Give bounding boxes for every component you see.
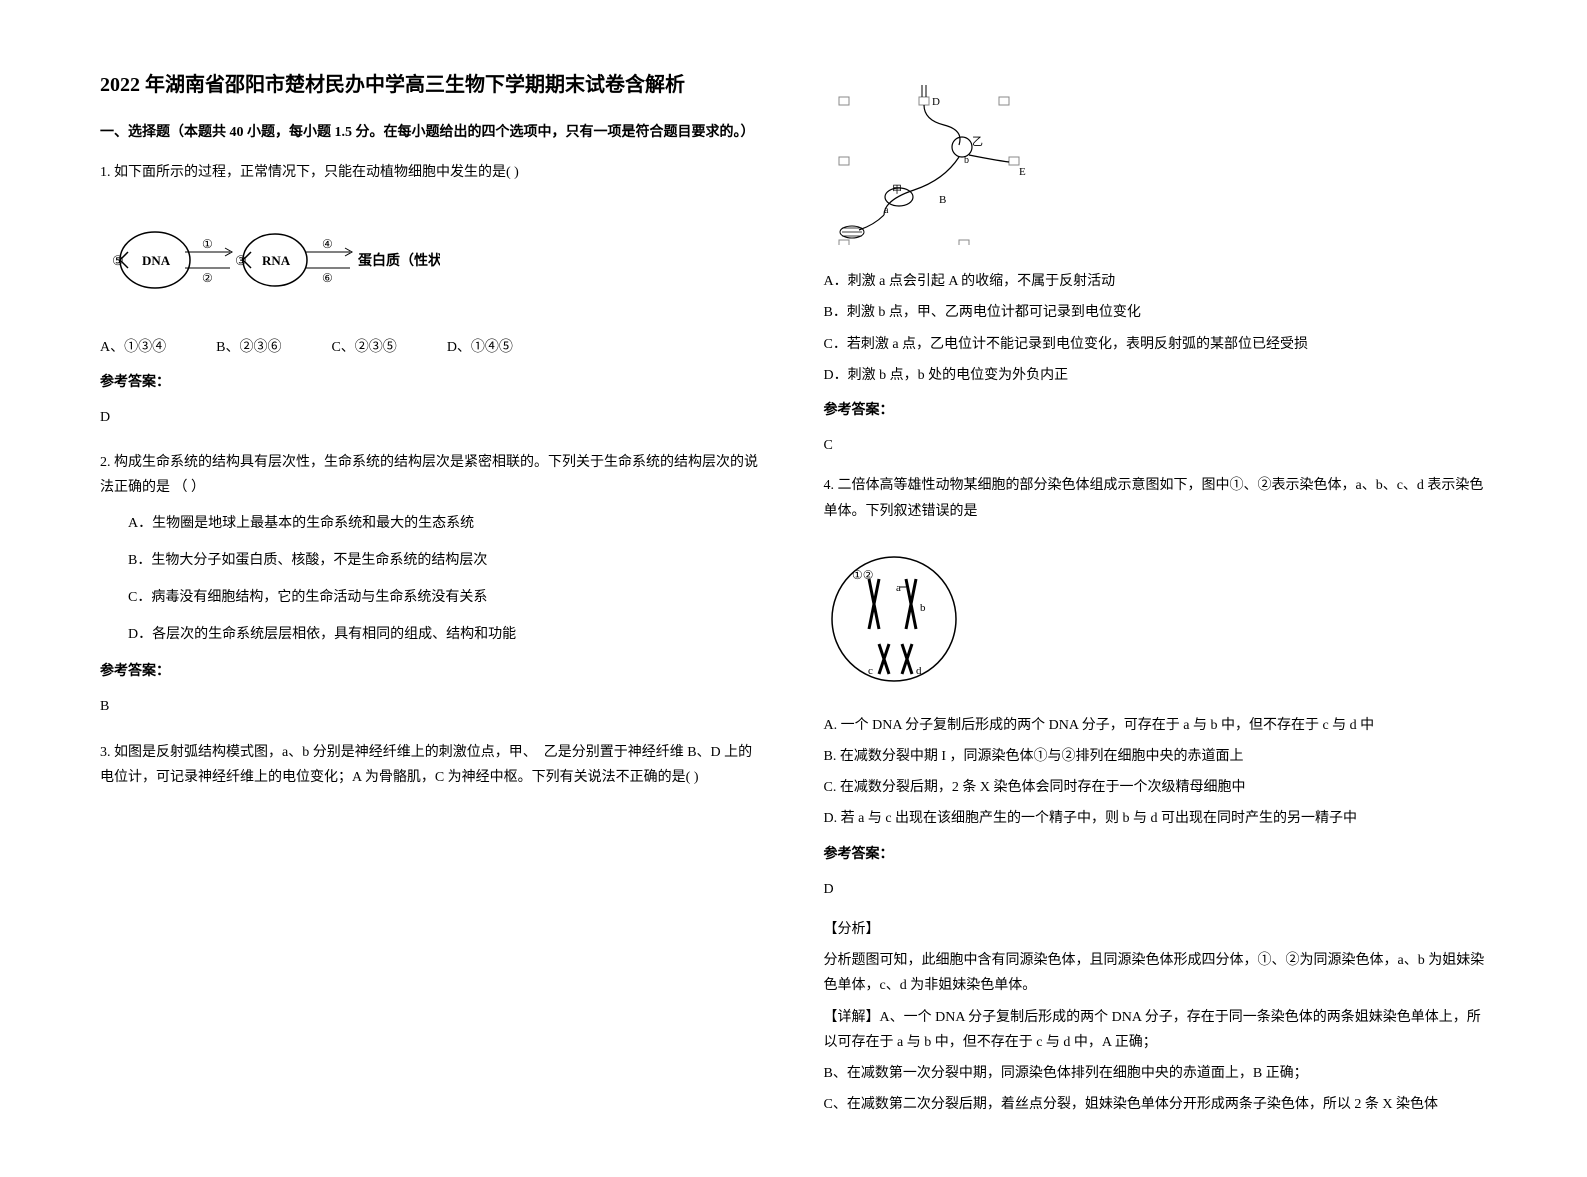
svg-text:b: b	[964, 155, 969, 166]
svg-text:⑥: ⑥	[322, 271, 333, 285]
q4-diagram: ①② a b c d	[824, 549, 964, 698]
question-2: 2. 构成生命系统的结构具有层次性，生命系统的结构层次是紧密相联的。下列关于生命…	[100, 450, 764, 720]
q3-optA: A．刺激 a 点会引起 A 的收缩，不属于反射活动	[824, 269, 1488, 294]
q1-optB: B、②③⑥	[216, 335, 281, 360]
svg-text:RNA: RNA	[262, 253, 291, 268]
q3-answer: C	[824, 433, 1488, 458]
svg-text:B: B	[939, 194, 946, 206]
reflex-arc-diagram: D 乙 b E 甲 a B	[824, 85, 1054, 245]
q1-text: 1. 如下面所示的过程，正常情况下，只能在动植物细胞中发生的是( )	[100, 160, 764, 185]
q4-optB: B. 在减数分裂中期 I ，同源染色体①与②排列在细胞中央的赤道面上	[824, 744, 1488, 769]
q3-text: 3. 如图是反射弧结构模式图，a、b 分别是神经纤维上的刺激位点，甲、 乙是分别…	[100, 740, 764, 790]
svg-text:d: d	[916, 665, 922, 677]
document-title: 2022 年湖南省邵阳市楚材民办中学高三生物下学期期末试卷含解析	[100, 70, 764, 100]
dna-rna-diagram: ⑤ DNA ① ② ③ RNA ④ ⑥ 蛋白质（性状）	[100, 210, 440, 310]
question-1: 1. 如下面所示的过程，正常情况下，只能在动植物细胞中发生的是( ) ⑤ DNA…	[100, 160, 764, 430]
detail-label: 【详解】	[824, 1010, 880, 1025]
q4-optC: C. 在减数分裂后期，2 条 X 染色体会同时存在于一个次级精母细胞中	[824, 775, 1488, 800]
question-3: 3. 如图是反射弧结构模式图，a、b 分别是神经纤维上的刺激位点，甲、 乙是分别…	[100, 740, 764, 790]
q4-optD: D. 若 a 与 c 出现在该细胞产生的一个精子中，则 b 与 d 可出现在同时…	[824, 806, 1488, 831]
q1-answer-label: 参考答案：	[100, 370, 764, 395]
svg-text:乙: 乙	[972, 135, 983, 148]
svg-text:④: ④	[322, 237, 333, 251]
q2-optB: B．生物大分子如蛋白质、核酸，不是生命系统的结构层次	[100, 548, 764, 573]
q1-options: A、①③④ B、②③⑥ C、②③⑤ D、①④⑤	[100, 335, 764, 360]
svg-text:③: ③	[235, 253, 247, 268]
chromosome-diagram: ①② a b c d	[824, 549, 964, 689]
q1-optD: D、①④⑤	[447, 335, 513, 360]
q1-optA: A、①③④	[100, 335, 166, 360]
q2-optD: D．各层次的生命系统层层相依，具有相同的组成、结构和功能	[100, 622, 764, 647]
q3-optB: B．刺激 b 点，甲、乙两电位计都可记录到电位变化	[824, 300, 1488, 325]
svg-text:E: E	[1019, 166, 1026, 178]
svg-text:①: ①	[202, 237, 213, 251]
q4-optA: A. 一个 DNA 分子复制后形成的两个 DNA 分子，可存在于 a 与 b 中…	[824, 713, 1488, 738]
detail-a: A、一个 DNA 分子复制后形成的两个 DNA 分子，存在于同一条染色体的两条姐…	[824, 1010, 1481, 1050]
left-column: 2022 年湖南省邵阳市楚材民办中学高三生物下学期期末试卷含解析 一、选择题（本…	[100, 70, 764, 1137]
q2-answer: B	[100, 694, 764, 719]
q4-analysis-label: 【分析】	[824, 917, 1488, 942]
q1-answer: D	[100, 405, 764, 430]
q1-optC: C、②③⑤	[331, 335, 396, 360]
svg-text:D: D	[932, 96, 940, 108]
svg-text:DNA: DNA	[142, 253, 171, 268]
q2-optC: C．病毒没有细胞结构，它的生命活动与生命系统没有关系	[100, 585, 764, 610]
svg-text:a: a	[896, 582, 901, 594]
svg-text:c: c	[868, 665, 873, 677]
section-header: 一、选择题（本题共 40 小题，每小题 1.5 分。在每小题给出的四个选项中，只…	[100, 120, 764, 145]
q4-analysis-text: 分析题图可知，此细胞中含有同源染色体，且同源染色体形成四分体，①、②为同源染色体…	[824, 948, 1488, 998]
q4-detail-label-a: 【详解】A、一个 DNA 分子复制后形成的两个 DNA 分子，存在于同一条染色体…	[824, 1005, 1488, 1055]
q3-optC: C．若刺激 a 点，乙电位计不能记录到电位变化，表明反射弧的某部位已经受损	[824, 332, 1488, 357]
svg-text:b: b	[920, 602, 926, 614]
q4-answer: D	[824, 877, 1488, 902]
svg-text:蛋白质（性状）: 蛋白质（性状）	[358, 252, 440, 269]
svg-text:a: a	[884, 205, 889, 216]
q2-text: 2. 构成生命系统的结构具有层次性，生命系统的结构层次是紧密相联的。下列关于生命…	[100, 450, 764, 500]
question-4: 4. 二倍体高等雄性动物某细胞的部分染色体组成示意图如下，图中①、②表示染色体，…	[824, 473, 1488, 1117]
q3-optD: D．刺激 b 点，b 处的电位变为外负内正	[824, 363, 1488, 388]
right-column: D 乙 b E 甲 a B	[824, 70, 1488, 1137]
q4-detail-b: B、在减数第一次分裂中期，同源染色体排列在细胞中央的赤道面上，B 正确；	[824, 1061, 1488, 1086]
q4-answer-label: 参考答案：	[824, 842, 1488, 867]
q2-answer-label: 参考答案：	[100, 659, 764, 684]
svg-text:⑤: ⑤	[112, 253, 124, 268]
page-container: 2022 年湖南省邵阳市楚材民办中学高三生物下学期期末试卷含解析 一、选择题（本…	[0, 0, 1587, 1177]
q3-answer-label: 参考答案：	[824, 398, 1488, 423]
q3-diagram: D 乙 b E 甲 a B	[824, 85, 1054, 254]
q4-detail-c: C、在减数第二次分裂后期，着丝点分裂，姐妹染色单体分开形成两条子染色体，所以 2…	[824, 1092, 1488, 1117]
q2-optA: A．生物圈是地球上最基本的生命系统和最大的生态系统	[100, 511, 764, 536]
svg-text:甲: 甲	[892, 185, 902, 196]
svg-text:②: ②	[202, 271, 213, 285]
q4-text: 4. 二倍体高等雄性动物某细胞的部分染色体组成示意图如下，图中①、②表示染色体，…	[824, 473, 1488, 523]
q1-diagram: ⑤ DNA ① ② ③ RNA ④ ⑥ 蛋白质（性状）	[100, 210, 440, 319]
